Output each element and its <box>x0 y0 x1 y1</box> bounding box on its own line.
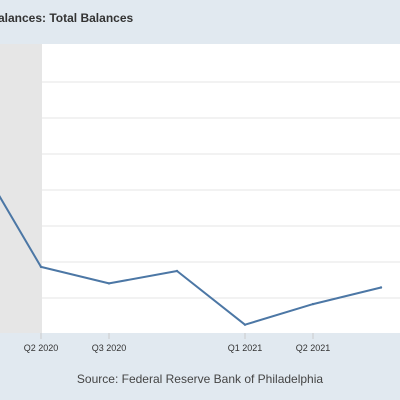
data-point <box>379 286 383 289</box>
chart-title: alances: Total Balances <box>0 11 134 25</box>
data-point <box>175 269 179 273</box>
x-tick-label: Q2 2020 <box>24 343 59 353</box>
source-note: Source: Federal Reserve Bank of Philadel… <box>76 372 324 386</box>
x-tick-label: Q2 2021 <box>296 343 331 353</box>
series-group <box>0 195 383 326</box>
data-point <box>39 265 43 269</box>
data-point <box>107 282 111 285</box>
recession-shading <box>0 44 42 333</box>
x-tick-label: Q3 2020 <box>92 343 127 353</box>
data-point <box>243 323 247 326</box>
x-axis: Q2 2020 Q3 2020 Q1 2021 Q2 2021 <box>24 333 331 353</box>
x-tick-label: Q1 2021 <box>228 343 263 353</box>
series-line <box>0 195 382 326</box>
data-point <box>311 302 315 306</box>
plot-area <box>0 44 400 333</box>
